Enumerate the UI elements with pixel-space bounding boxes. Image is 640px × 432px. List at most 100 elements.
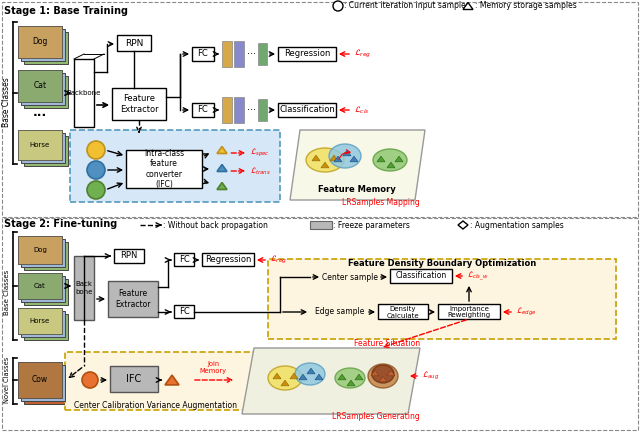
FancyBboxPatch shape bbox=[202, 253, 254, 266]
FancyBboxPatch shape bbox=[192, 103, 214, 117]
FancyBboxPatch shape bbox=[21, 311, 65, 337]
Text: $\mathcal{L}_{cls}$: $\mathcal{L}_{cls}$ bbox=[354, 104, 370, 116]
FancyBboxPatch shape bbox=[18, 130, 62, 160]
FancyBboxPatch shape bbox=[126, 150, 202, 188]
FancyBboxPatch shape bbox=[74, 59, 94, 127]
FancyBboxPatch shape bbox=[18, 362, 62, 398]
Polygon shape bbox=[371, 370, 379, 376]
FancyBboxPatch shape bbox=[18, 236, 62, 264]
Text: Feature
Extractor: Feature Extractor bbox=[120, 94, 158, 114]
FancyBboxPatch shape bbox=[74, 256, 94, 320]
FancyBboxPatch shape bbox=[112, 88, 166, 120]
FancyBboxPatch shape bbox=[18, 273, 62, 299]
FancyBboxPatch shape bbox=[174, 305, 194, 318]
Text: Cow: Cow bbox=[32, 375, 48, 384]
Text: Feature Density Boundary Optimization: Feature Density Boundary Optimization bbox=[348, 260, 536, 269]
Polygon shape bbox=[281, 380, 289, 386]
FancyBboxPatch shape bbox=[192, 47, 214, 61]
Polygon shape bbox=[395, 156, 403, 162]
FancyBboxPatch shape bbox=[438, 304, 500, 319]
Text: Regression: Regression bbox=[205, 255, 251, 264]
FancyBboxPatch shape bbox=[390, 269, 452, 283]
Text: Cat: Cat bbox=[33, 82, 47, 90]
Polygon shape bbox=[217, 182, 227, 190]
Ellipse shape bbox=[329, 144, 361, 168]
Polygon shape bbox=[242, 348, 420, 414]
Text: IFC: IFC bbox=[126, 374, 141, 384]
Text: $\mathcal{L}_{reg}$: $\mathcal{L}_{reg}$ bbox=[270, 254, 287, 266]
Polygon shape bbox=[312, 155, 320, 161]
Text: : Augmentation samples: : Augmentation samples bbox=[470, 220, 564, 229]
FancyBboxPatch shape bbox=[2, 2, 638, 217]
Text: Feature Memory: Feature Memory bbox=[318, 185, 396, 194]
Text: FC: FC bbox=[179, 308, 189, 317]
Polygon shape bbox=[379, 376, 387, 382]
Text: $\mathcal{L}_{reg}$: $\mathcal{L}_{reg}$ bbox=[354, 48, 371, 60]
Text: Horse: Horse bbox=[30, 142, 50, 148]
Circle shape bbox=[333, 1, 343, 11]
Polygon shape bbox=[463, 3, 473, 10]
Text: Join
Memory: Join Memory bbox=[200, 361, 227, 374]
FancyBboxPatch shape bbox=[18, 26, 62, 58]
Text: FC: FC bbox=[198, 105, 209, 114]
Polygon shape bbox=[290, 130, 425, 200]
Circle shape bbox=[87, 181, 105, 199]
Ellipse shape bbox=[306, 148, 344, 172]
Text: LRSamples Generating: LRSamples Generating bbox=[332, 412, 420, 421]
Text: RPN: RPN bbox=[120, 251, 138, 260]
Text: $\mathcal{L}_{trans}$: $\mathcal{L}_{trans}$ bbox=[250, 165, 271, 177]
FancyBboxPatch shape bbox=[234, 97, 244, 123]
Text: Horse: Horse bbox=[30, 318, 50, 324]
Text: Backbone: Backbone bbox=[67, 90, 101, 96]
FancyBboxPatch shape bbox=[21, 29, 65, 61]
Text: FC: FC bbox=[198, 50, 209, 58]
Polygon shape bbox=[307, 368, 315, 374]
FancyBboxPatch shape bbox=[18, 308, 62, 334]
Polygon shape bbox=[334, 156, 342, 162]
FancyBboxPatch shape bbox=[108, 281, 158, 317]
Text: Stage 1: Base Training: Stage 1: Base Training bbox=[4, 6, 128, 16]
Polygon shape bbox=[377, 156, 385, 162]
Ellipse shape bbox=[295, 363, 325, 385]
Text: Stage 2: Fine-tuning: Stage 2: Fine-tuning bbox=[4, 219, 117, 229]
Text: Novel Classes: Novel Classes bbox=[4, 357, 10, 403]
Text: LRSamples Mapping: LRSamples Mapping bbox=[342, 198, 420, 207]
FancyBboxPatch shape bbox=[24, 136, 68, 166]
FancyBboxPatch shape bbox=[18, 26, 62, 58]
FancyBboxPatch shape bbox=[18, 70, 62, 102]
Text: Center Calibration Variance Augmentation: Center Calibration Variance Augmentation bbox=[74, 401, 237, 410]
Text: $\mathcal{L}_{cls\_w}$: $\mathcal{L}_{cls\_w}$ bbox=[467, 269, 489, 283]
Text: RPN: RPN bbox=[125, 38, 143, 48]
Text: Dog: Dog bbox=[32, 38, 48, 47]
Text: Cat: Cat bbox=[34, 283, 46, 289]
Polygon shape bbox=[217, 146, 227, 153]
Polygon shape bbox=[458, 221, 468, 229]
Text: Base Classes: Base Classes bbox=[3, 77, 12, 127]
Polygon shape bbox=[350, 156, 358, 162]
Text: Feature Situation: Feature Situation bbox=[354, 339, 420, 348]
Ellipse shape bbox=[335, 368, 365, 388]
Polygon shape bbox=[330, 155, 338, 161]
FancyBboxPatch shape bbox=[278, 47, 336, 61]
FancyBboxPatch shape bbox=[174, 253, 194, 266]
Polygon shape bbox=[165, 375, 179, 385]
Text: $\mathcal{L}_{edge}$: $\mathcal{L}_{edge}$ bbox=[516, 306, 536, 318]
Text: Base Classes: Base Classes bbox=[4, 270, 10, 314]
Polygon shape bbox=[355, 374, 363, 380]
FancyBboxPatch shape bbox=[222, 41, 232, 67]
FancyBboxPatch shape bbox=[18, 273, 62, 299]
FancyBboxPatch shape bbox=[310, 221, 332, 229]
Circle shape bbox=[87, 141, 105, 159]
Polygon shape bbox=[321, 162, 329, 168]
FancyBboxPatch shape bbox=[24, 76, 68, 108]
FancyBboxPatch shape bbox=[18, 130, 62, 160]
Text: Intra-class
feature
converter
(IFC): Intra-class feature converter (IFC) bbox=[144, 149, 184, 189]
FancyBboxPatch shape bbox=[18, 362, 62, 398]
FancyBboxPatch shape bbox=[24, 314, 68, 340]
FancyBboxPatch shape bbox=[114, 249, 144, 263]
Circle shape bbox=[82, 372, 98, 388]
FancyBboxPatch shape bbox=[65, 352, 283, 410]
Text: Classification: Classification bbox=[279, 105, 335, 114]
Text: Classification: Classification bbox=[396, 271, 447, 280]
Polygon shape bbox=[338, 374, 346, 380]
